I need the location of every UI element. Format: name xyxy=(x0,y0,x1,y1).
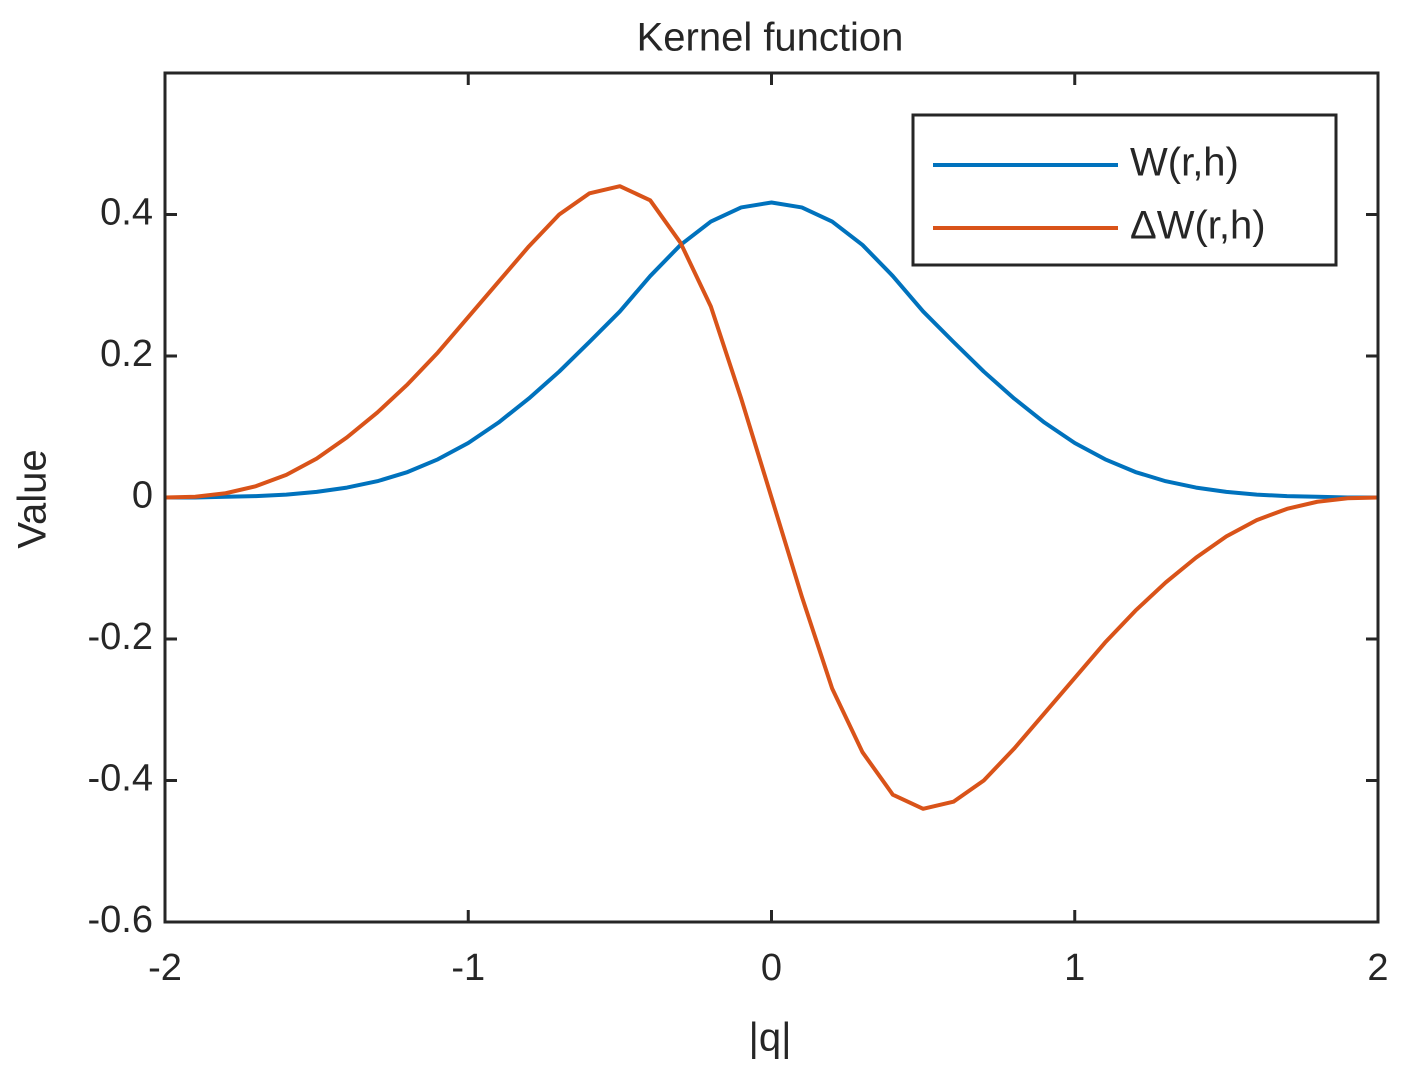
x-tick-label: -1 xyxy=(451,947,485,989)
y-tick-label: -0.2 xyxy=(88,616,153,658)
data-line xyxy=(164,184,1379,811)
data-line xyxy=(165,200,1378,500)
legend-label: W(r,h) xyxy=(1130,141,1239,185)
legend-box xyxy=(911,113,1338,267)
y-tick-label: -0.6 xyxy=(88,899,153,941)
chart-title: Kernel function xyxy=(637,16,904,60)
y-tick-label: 0.2 xyxy=(100,333,153,375)
y-axis-label: Value xyxy=(11,449,55,548)
x-tick-label: 1 xyxy=(1064,947,1085,989)
y-tick-label: -0.4 xyxy=(88,758,153,800)
y-tick-label: 0.4 xyxy=(100,192,153,234)
plot-frame xyxy=(163,71,1380,924)
y-tick-label: 0 xyxy=(132,475,153,517)
x-axis-label: |q| xyxy=(748,1016,791,1060)
x-tick-label: -2 xyxy=(148,947,182,989)
x-tick-label: 0 xyxy=(761,947,782,989)
legend-label: ΔW(r,h) xyxy=(1130,204,1266,248)
x-tick-label: 2 xyxy=(1367,947,1388,989)
